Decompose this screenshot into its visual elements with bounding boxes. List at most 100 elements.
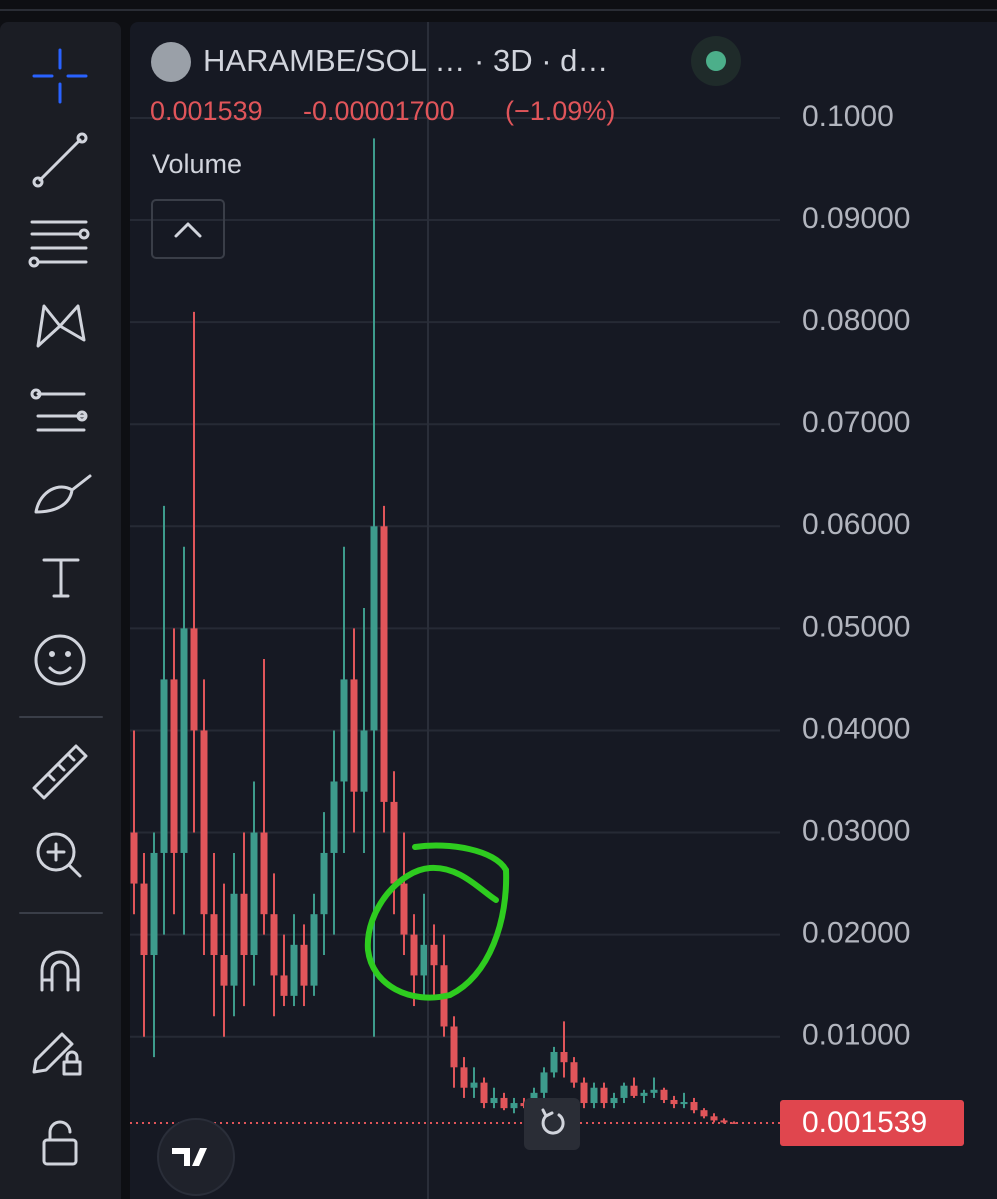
candle-body	[470, 1082, 478, 1088]
pattern-tool[interactable]	[36, 304, 86, 348]
candle-body	[580, 1082, 588, 1104]
candle-body	[600, 1087, 608, 1104]
candle-body	[270, 914, 278, 976]
candle-body	[400, 883, 408, 935]
candle-body	[210, 914, 218, 956]
candle-body	[660, 1089, 668, 1100]
candle-body	[460, 1067, 468, 1088]
candle-body	[680, 1102, 688, 1105]
candle-body	[630, 1085, 638, 1096]
ruler-tool[interactable]	[32, 744, 88, 800]
candle-body	[670, 1099, 678, 1105]
candle-body	[300, 944, 308, 986]
text-tool[interactable]	[42, 558, 80, 598]
candle-body	[340, 679, 348, 782]
y-tick-label: 0.08000	[802, 304, 910, 337]
logo-mark	[172, 1148, 207, 1166]
candle-body	[560, 1052, 568, 1063]
y-tick-label: 0.07000	[802, 406, 910, 439]
y-tick-label: 0.09000	[802, 202, 910, 235]
y-tick-label: 0.06000	[802, 508, 910, 541]
y-tick-label: 0.04000	[802, 712, 910, 745]
last-price-box	[780, 1100, 964, 1147]
candle-body	[450, 1026, 458, 1068]
candle-body	[540, 1072, 548, 1093]
magnet-tool[interactable]	[40, 950, 80, 992]
candle-body	[160, 679, 168, 853]
candle-body	[650, 1089, 658, 1093]
candle-body	[250, 832, 258, 956]
fib-tool[interactable]	[30, 388, 88, 432]
volume-label: Volume	[152, 149, 242, 179]
emoji-tool[interactable]	[34, 634, 86, 686]
candle-body	[730, 1122, 738, 1124]
candle-body	[410, 934, 418, 976]
lines-tool[interactable]	[28, 220, 90, 268]
collapse-icon	[174, 222, 202, 238]
candle-body	[190, 628, 198, 731]
chart-panel	[130, 22, 997, 1199]
unlock-tool[interactable]	[42, 1120, 78, 1166]
candle-body	[390, 801, 398, 884]
candle-body	[510, 1103, 518, 1109]
candle-body	[720, 1120, 728, 1123]
y-tick-label: 0.01000	[802, 1019, 910, 1052]
y-tick-label: 0.05000	[802, 610, 910, 643]
candle-body	[610, 1097, 618, 1104]
candle-body	[320, 852, 328, 915]
candle-body	[200, 730, 208, 915]
candle-body	[370, 526, 378, 731]
candle-body	[180, 628, 188, 853]
y-tick-label: 0.1000	[802, 100, 894, 133]
collapse-button[interactable]	[151, 199, 225, 259]
toolbar-icons	[19, 48, 103, 1166]
y-tick-label: 0.02000	[802, 917, 910, 950]
overlay: 0.1000 0.09000 0.08000 0.07000 0.06000 0.0500…	[130, 100, 964, 1147]
candle-body	[420, 944, 428, 976]
zoom-tool[interactable]	[36, 832, 82, 878]
candle-body	[700, 1110, 708, 1117]
candle-body	[290, 944, 298, 996]
price-change-percent: (−1.09%)	[505, 96, 615, 126]
status-dot	[706, 51, 726, 71]
candle-body	[710, 1116, 718, 1121]
candle-body	[490, 1097, 498, 1104]
last-price-label: 0.001539	[802, 1106, 927, 1139]
candle-body	[430, 944, 438, 966]
candle-body	[640, 1092, 648, 1096]
candle-body	[140, 883, 148, 956]
crosshair-tool[interactable]	[32, 48, 88, 104]
lock-drawings-tool[interactable]	[32, 1032, 82, 1076]
brush-tool[interactable]	[34, 474, 92, 514]
candle-body	[150, 852, 158, 956]
candle-body	[500, 1097, 508, 1109]
symbol-title[interactable]: HARAMBE/SOL … · 3D · d…	[203, 43, 608, 78]
candle-body	[590, 1087, 598, 1104]
candle-body	[240, 893, 248, 956]
candle-body	[220, 955, 228, 986]
candle-body	[130, 832, 138, 884]
symbol-logo	[151, 42, 191, 82]
plot-area	[130, 116, 780, 1124]
y-tick-label: 0.03000	[802, 814, 910, 847]
candle-body	[690, 1102, 698, 1111]
candle-body	[480, 1082, 488, 1104]
reset-button[interactable]	[524, 1098, 580, 1150]
candle-body	[350, 679, 358, 792]
price-change: -0.00001700	[303, 96, 455, 126]
candle-body	[620, 1085, 628, 1098]
candle-body	[310, 914, 318, 986]
trendline-tool[interactable]	[32, 132, 88, 188]
candle-body	[380, 526, 388, 802]
reset-icon	[541, 1108, 565, 1135]
candle-body	[360, 730, 368, 792]
candle-body	[550, 1052, 558, 1073]
candle-body	[280, 975, 288, 996]
toolbar	[0, 22, 121, 1199]
candle-body	[230, 893, 238, 986]
hand-drawn-circle	[364, 842, 510, 1001]
last-price: 0.001539	[150, 96, 263, 126]
candle-body	[570, 1062, 578, 1083]
